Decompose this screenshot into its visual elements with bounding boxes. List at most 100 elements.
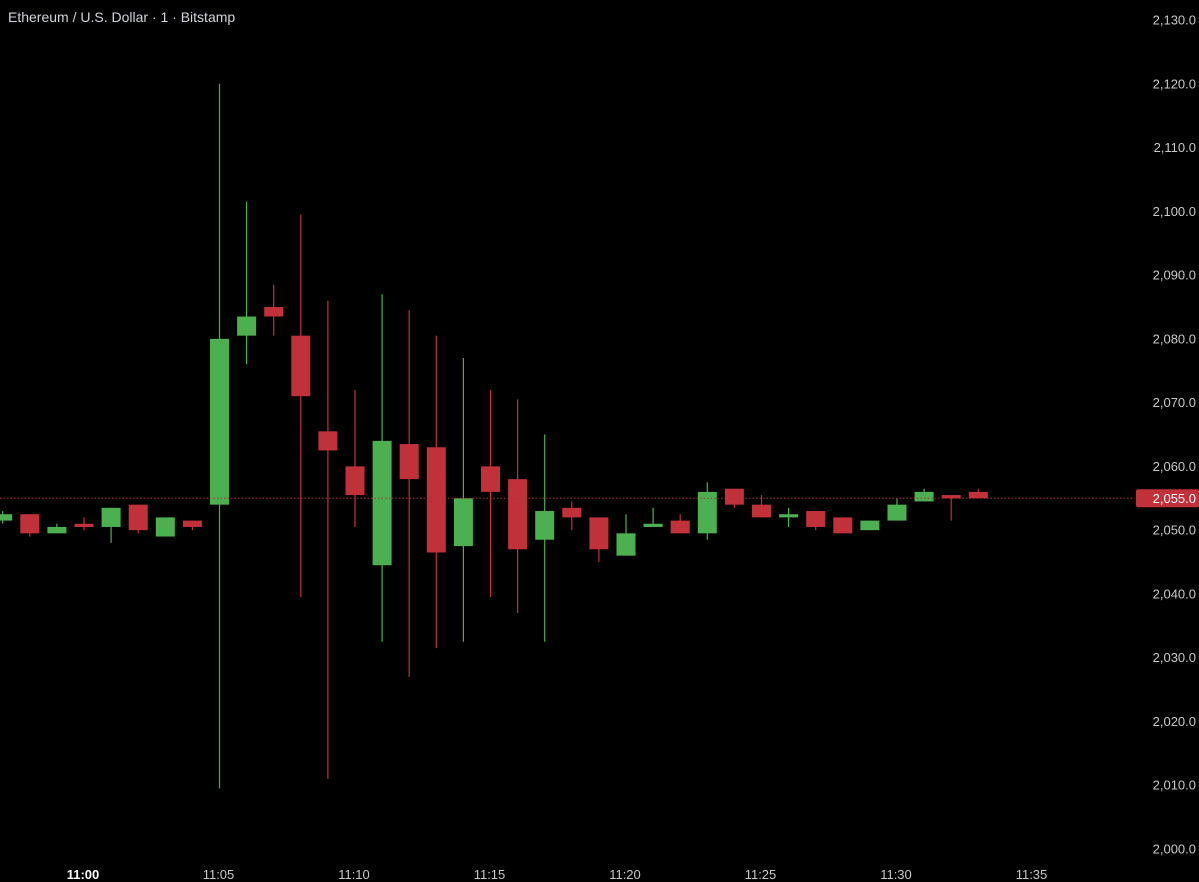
candle[interactable]	[941, 495, 961, 521]
candle-body	[481, 466, 500, 492]
candle[interactable]	[589, 517, 609, 563]
candle[interactable]	[724, 488, 744, 508]
candle-body	[589, 517, 609, 550]
candle[interactable]	[210, 83, 229, 789]
y-tick-label: 2,050.0	[1153, 523, 1196, 538]
candle[interactable]	[670, 514, 690, 534]
candle-body	[616, 533, 636, 556]
candle[interactable]	[0, 511, 13, 524]
candle[interactable]	[318, 300, 338, 779]
y-tick-label: 2,070.0	[1153, 395, 1196, 410]
candle[interactable]	[806, 511, 826, 531]
candle-body	[779, 514, 799, 518]
y-tick-label: 2,110.0	[1154, 140, 1196, 155]
candle[interactable]	[887, 498, 907, 521]
candle-body	[453, 498, 473, 547]
candle-body	[345, 466, 365, 496]
candle[interactable]	[182, 520, 202, 531]
candle[interactable]	[616, 514, 636, 556]
y-tick-label: 2,040.0	[1153, 586, 1196, 601]
candle-body	[74, 523, 94, 527]
candle[interactable]	[20, 514, 40, 537]
candle[interactable]	[101, 507, 121, 543]
candle[interactable]	[453, 357, 473, 642]
candle[interactable]	[860, 520, 880, 531]
candle-body	[887, 504, 907, 521]
candle[interactable]	[155, 517, 175, 537]
candle[interactable]	[643, 507, 663, 527]
x-tick-label: 11:35	[1016, 867, 1048, 882]
x-tick-label: 11:20	[609, 867, 641, 882]
candle-body	[237, 316, 257, 336]
candle[interactable]	[697, 482, 717, 540]
candle-body	[20, 514, 40, 534]
candle-body	[941, 495, 961, 499]
candle-body	[0, 514, 13, 521]
current-price-label: 2,055.0	[1153, 491, 1196, 506]
candle[interactable]	[291, 214, 311, 598]
y-tick-label: 2,010.0	[1153, 778, 1196, 793]
candles-layer	[0, 83, 988, 789]
candle[interactable]	[47, 523, 67, 534]
candle[interactable]	[481, 389, 500, 598]
y-tick-label: 2,060.0	[1153, 459, 1196, 474]
candle-body	[670, 520, 690, 534]
y-axis: 2,130.0 2,120.0 2,110.0 2,100.0 2,090.0 2,080…	[1153, 13, 1196, 857]
candle[interactable]	[237, 201, 257, 365]
candle[interactable]	[833, 517, 853, 534]
chart-title: Ethereum / U.S. Dollar · 1 · Bitstamp	[8, 9, 236, 25]
candle-body	[833, 517, 853, 534]
candle[interactable]	[562, 501, 582, 531]
candle-body	[860, 520, 880, 531]
candle-body	[806, 511, 826, 527]
y-tick-label: 2,000.0	[1153, 842, 1196, 857]
candle[interactable]	[752, 495, 771, 518]
candle-body	[968, 491, 988, 499]
candle[interactable]	[535, 434, 555, 642]
candle-body	[372, 440, 392, 566]
candle[interactable]	[74, 517, 94, 531]
x-tick-label: 11:30	[880, 867, 912, 882]
x-tick-label: 11:15	[474, 867, 506, 882]
x-tick-label: 11:10	[338, 867, 370, 882]
y-tick-label: 2,130.0	[1153, 13, 1196, 28]
candle-body	[643, 523, 663, 527]
candle-body	[752, 504, 771, 518]
candle-body	[697, 491, 717, 534]
candle-body	[426, 447, 446, 553]
candle-body	[724, 488, 744, 505]
x-tick-label: 11:00	[67, 867, 100, 882]
candle-body	[318, 431, 338, 451]
y-tick-label: 2,090.0	[1153, 268, 1196, 283]
current-price-badge	[1136, 489, 1199, 508]
candle[interactable]	[345, 389, 365, 527]
candle-body	[182, 520, 202, 527]
candle[interactable]	[779, 507, 799, 527]
candle-body	[399, 444, 419, 480]
candle-body	[291, 335, 311, 397]
y-tick-label: 2,080.0	[1153, 331, 1196, 346]
candle[interactable]	[508, 399, 528, 614]
candle-body	[914, 491, 934, 502]
candle-body	[562, 507, 582, 518]
candle-body	[508, 479, 528, 550]
x-tick-label: 11:25	[745, 867, 777, 882]
y-tick-label: 2,030.0	[1153, 650, 1196, 665]
candle-body	[210, 338, 229, 505]
candle[interactable]	[372, 294, 392, 642]
candle-body	[535, 511, 555, 540]
x-axis: 11:00 11:05 11:10 11:15 11:20 11:25 11:30 11:35	[67, 867, 1048, 882]
y-tick-label: 2,120.0	[1153, 76, 1196, 91]
candle-body	[47, 526, 67, 534]
candle[interactable]	[399, 310, 419, 677]
candle[interactable]	[128, 504, 148, 534]
candle[interactable]	[264, 284, 284, 336]
x-tick-label: 11:05	[203, 867, 235, 882]
candle[interactable]	[914, 488, 934, 502]
candle[interactable]	[968, 488, 988, 499]
candle[interactable]	[426, 335, 446, 649]
current-price-badge-layer: 2,055.0	[1136, 489, 1199, 508]
y-tick-label: 2,020.0	[1153, 714, 1196, 729]
